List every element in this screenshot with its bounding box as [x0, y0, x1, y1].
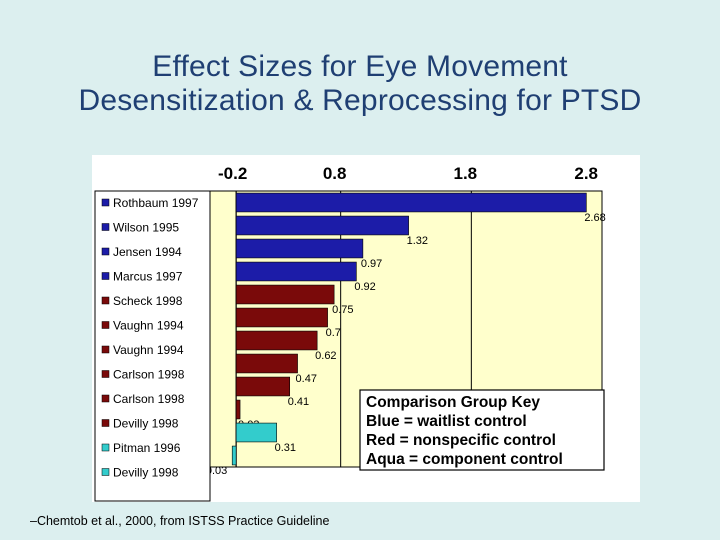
legend-swatch	[101, 272, 110, 280]
legend-entry: Vaughn 1994	[113, 343, 184, 357]
x-tick-label: 0.8	[323, 164, 347, 183]
comparison-key-line: Blue = waitlist control	[366, 413, 527, 430]
legend-entry: Pitman 1996	[113, 441, 181, 455]
legend-entry: Wilson 1995	[113, 221, 179, 235]
legend-entry: Vaughn 1994	[113, 319, 184, 333]
data-label: 0.31	[275, 442, 296, 454]
data-label: 0.41	[288, 396, 309, 408]
bar-nonspecific	[235, 284, 335, 305]
bar-waitlist	[235, 192, 587, 213]
comparison-key-line: Red = nonspecific control	[366, 432, 556, 449]
x-tick-label: 1.8	[454, 164, 478, 183]
source-citation: –Chemtob et al., 2000, from ISTSS Practi…	[30, 514, 330, 528]
data-label: 0.47	[296, 373, 317, 385]
data-label: 0.75	[332, 304, 353, 316]
legend-swatch	[101, 223, 110, 231]
data-label: 0.7	[326, 327, 341, 339]
bar-nonspecific	[235, 399, 241, 420]
bar-component	[231, 445, 237, 466]
effect-size-bar-chart: -0.2 0.8 1.8 2.8 2.68 1.32 0.97 0.920.75 0.7 0.62…	[94, 164, 606, 502]
legend-swatch	[101, 468, 110, 476]
bar-waitlist	[235, 238, 364, 259]
comparison-key-heading: Comparison Group Key	[366, 394, 540, 411]
slide-title-line-2: Desensitization & Reprocessing for PTSD	[78, 84, 642, 117]
legend-entry: Marcus 1997	[113, 270, 183, 284]
legend-swatch	[101, 198, 110, 207]
x-tick-label: -0.2	[218, 164, 247, 183]
legend-entry: Carlson 1998	[113, 368, 185, 382]
bar-nonspecific	[235, 330, 318, 351]
bar-nonspecific	[235, 376, 291, 397]
slide-title: Effect Sizes for Eye Movement Desensitiz…	[0, 50, 720, 118]
legend-swatch	[101, 394, 110, 403]
bar-nonspecific	[235, 353, 298, 374]
bar-nonspecific	[235, 307, 328, 328]
legend-entry: Carlson 1998	[113, 392, 185, 406]
comparison-key-line: Aqua = component control	[366, 451, 563, 468]
legend-swatch	[101, 370, 110, 378]
legend-swatch	[101, 247, 110, 256]
legend-swatch	[101, 321, 110, 329]
x-tick-label: 2.8	[574, 164, 598, 183]
slide-title-line-1: Effect Sizes for Eye Movement	[152, 50, 568, 83]
legend-entry: Rothbaum 1997	[113, 196, 199, 210]
legend-entry: Devilly 1998	[113, 466, 179, 480]
data-label: 2.68	[584, 212, 605, 224]
legend-entry: Scheck 1998	[113, 294, 183, 308]
chart-frame: -0.2 0.8 1.8 2.8 2.68 1.32 0.97 0.92 0.75 0.7 0.62…	[92, 155, 640, 502]
bar-waitlist	[235, 215, 409, 236]
legend-swatch	[101, 296, 110, 305]
bar-waitlist	[235, 261, 357, 282]
data-label: 0.62	[315, 350, 336, 362]
legend-box	[94, 190, 211, 502]
legend-swatch	[101, 419, 110, 427]
legend-entry: Jensen 1994	[113, 245, 182, 259]
legend-swatch	[101, 345, 110, 354]
legend-entry: Devilly 1998	[113, 417, 179, 431]
data-label: 1.32	[407, 235, 428, 247]
data-label: 0.92	[354, 281, 375, 293]
legend-swatch	[101, 443, 110, 452]
bar-component	[235, 422, 277, 443]
data-label: 0.97	[361, 258, 382, 270]
comparison-key-box	[359, 389, 605, 471]
